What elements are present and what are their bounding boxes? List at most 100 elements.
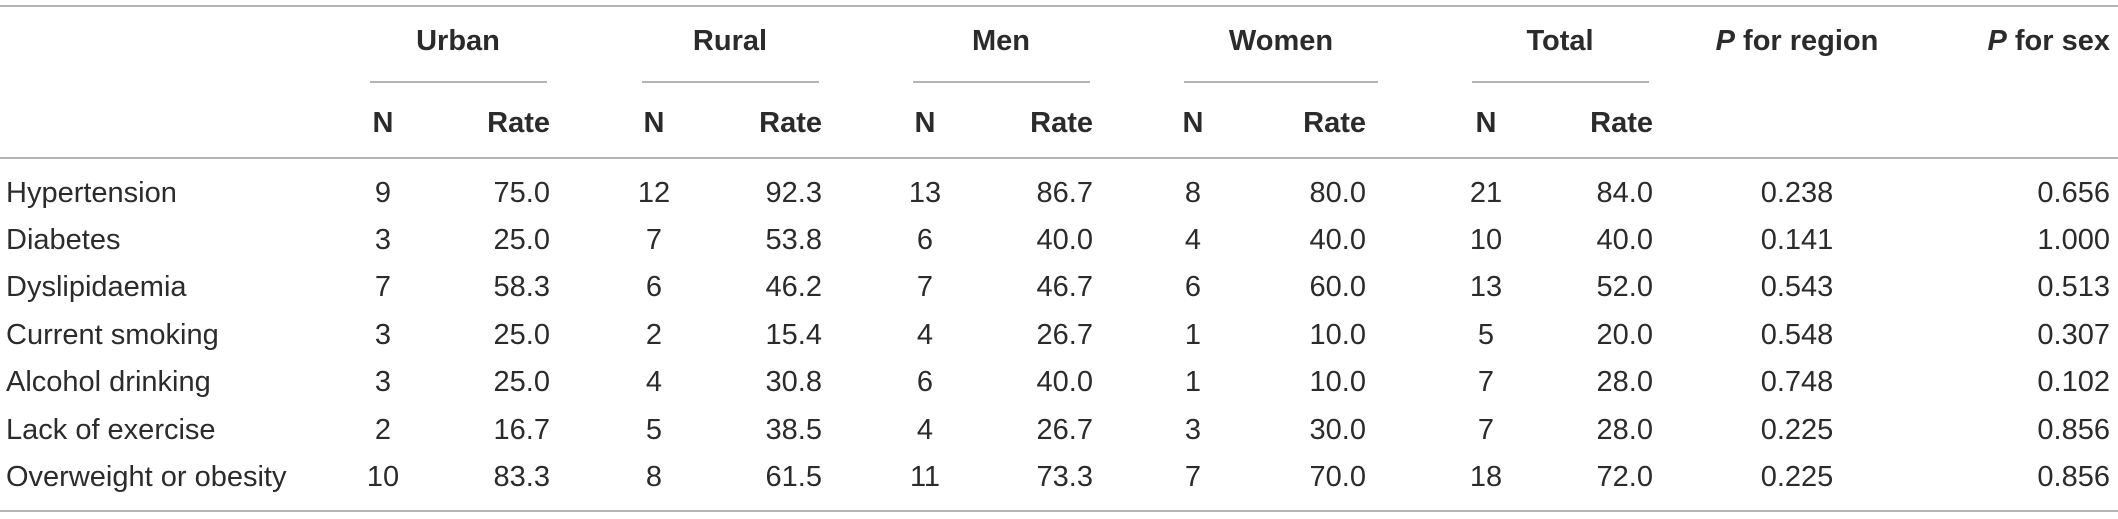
cell-men-rate: 46.7: [1036, 271, 1093, 303]
cell-women-n: 1: [1184, 319, 1202, 351]
p-region-rest: for region: [1734, 25, 1879, 57]
cell-women-rate: 60.0: [1309, 271, 1366, 303]
cell-p-region: 0.548: [1760, 319, 1834, 351]
cell-men-rate: 40.0: [1036, 366, 1093, 398]
row-label: Hypertension: [6, 177, 177, 209]
cell-urban-n: 9: [374, 177, 392, 209]
cell-total-n: 7: [1477, 366, 1495, 398]
cell-total-rate: 28.0: [1596, 366, 1653, 398]
cell-rural-rate: 30.8: [765, 366, 822, 398]
subheader-urban-n: N: [372, 107, 394, 139]
cell-men-rate: 40.0: [1036, 224, 1093, 256]
cell-rural-n: 6: [645, 271, 663, 303]
urban-group-rule: [370, 81, 547, 83]
cell-women-n: 4: [1184, 224, 1202, 256]
cell-p-region: 0.225: [1760, 414, 1834, 446]
subheader-women-rate: Rate: [1303, 107, 1366, 139]
header-men: Men: [972, 25, 1030, 57]
cell-women-rate: 80.0: [1309, 177, 1366, 209]
row-label: Dyslipidaemia: [6, 271, 187, 303]
cell-women-rate: 70.0: [1309, 461, 1366, 493]
cell-rural-rate: 46.2: [765, 271, 822, 303]
cell-women-rate: 30.0: [1309, 414, 1366, 446]
cell-total-n: 7: [1477, 414, 1495, 446]
cell-total-rate: 52.0: [1596, 271, 1653, 303]
total-group-rule: [1472, 81, 1649, 83]
cell-total-rate: 20.0: [1596, 319, 1653, 351]
cell-p-sex: 0.307: [2037, 319, 2110, 351]
cell-urban-rate: 75.0: [493, 177, 550, 209]
cell-p-sex: 0.656: [2037, 177, 2110, 209]
women-group-rule: [1184, 81, 1378, 83]
cell-urban-rate: 83.3: [493, 461, 550, 493]
subheader-total-n: N: [1475, 107, 1497, 139]
cell-urban-n: 10: [366, 461, 400, 493]
cell-total-rate: 84.0: [1596, 177, 1653, 209]
cell-p-sex: 0.856: [2037, 461, 2110, 493]
cell-rural-rate: 53.8: [765, 224, 822, 256]
cell-p-region: 0.225: [1760, 461, 1834, 493]
rural-group-rule: [642, 81, 819, 83]
cell-men-rate: 73.3: [1036, 461, 1093, 493]
cell-total-n: 18: [1469, 461, 1503, 493]
cell-women-n: 7: [1184, 461, 1202, 493]
cell-women-rate: 10.0: [1309, 366, 1366, 398]
cell-total-n: 10: [1469, 224, 1503, 256]
cell-p-sex: 0.513: [2037, 271, 2110, 303]
cell-women-n: 6: [1184, 271, 1202, 303]
cell-urban-n: 3: [374, 366, 392, 398]
cell-rural-rate: 15.4: [765, 319, 822, 351]
cell-total-rate: 28.0: [1596, 414, 1653, 446]
cell-rural-rate: 38.5: [765, 414, 822, 446]
header-bottom-rule: [0, 157, 2118, 159]
cell-p-region: 0.238: [1760, 177, 1834, 209]
bottom-rule: [0, 510, 2118, 512]
men-group-rule: [913, 81, 1090, 83]
header-total: Total: [1526, 25, 1594, 57]
header-p-sex: P for sex: [1987, 24, 2110, 58]
cell-urban-rate: 25.0: [493, 319, 550, 351]
row-label: Current smoking: [6, 319, 219, 351]
cell-total-n: 21: [1469, 177, 1503, 209]
cell-p-region: 0.748: [1760, 366, 1834, 398]
cell-women-n: 8: [1184, 177, 1202, 209]
row-label: Overweight or obesity: [6, 461, 287, 493]
cell-total-n: 5: [1477, 319, 1495, 351]
cell-rural-n: 12: [637, 177, 671, 209]
cell-women-rate: 40.0: [1309, 224, 1366, 256]
cell-p-sex: 1.000: [2037, 224, 2110, 256]
p-sex-italic: P: [1987, 25, 2007, 57]
row-label: Diabetes: [6, 224, 121, 256]
cell-total-rate: 40.0: [1596, 224, 1653, 256]
cell-rural-rate: 61.5: [765, 461, 822, 493]
cell-men-n: 6: [916, 224, 934, 256]
cell-men-n: 4: [916, 414, 934, 446]
cell-men-n: 13: [908, 177, 942, 209]
header-urban: Urban: [416, 25, 500, 57]
cell-men-n: 4: [916, 319, 934, 351]
cell-urban-rate: 25.0: [493, 224, 550, 256]
cell-p-sex: 0.102: [2037, 366, 2110, 398]
cell-urban-n: 7: [374, 271, 392, 303]
row-label: Lack of exercise: [6, 414, 216, 446]
cell-men-rate: 26.7: [1036, 414, 1093, 446]
cell-urban-n: 3: [374, 224, 392, 256]
cell-men-n: 6: [916, 366, 934, 398]
cell-women-n: 1: [1184, 366, 1202, 398]
subheader-urban-rate: Rate: [487, 107, 550, 139]
cell-rural-n: 5: [645, 414, 663, 446]
subheader-men-n: N: [914, 107, 936, 139]
cell-men-n: 7: [916, 271, 934, 303]
subheader-women-n: N: [1182, 107, 1204, 139]
cell-p-region: 0.141: [1760, 224, 1834, 256]
cell-rural-n: 8: [645, 461, 663, 493]
cell-men-rate: 26.7: [1036, 319, 1093, 351]
cell-women-n: 3: [1184, 414, 1202, 446]
cell-women-rate: 10.0: [1309, 319, 1366, 351]
cell-p-region: 0.543: [1760, 271, 1834, 303]
p-sex-rest: for sex: [2006, 25, 2110, 57]
subheader-rural-rate: Rate: [759, 107, 822, 139]
cell-urban-n: 2: [374, 414, 392, 446]
cell-men-rate: 86.7: [1036, 177, 1093, 209]
